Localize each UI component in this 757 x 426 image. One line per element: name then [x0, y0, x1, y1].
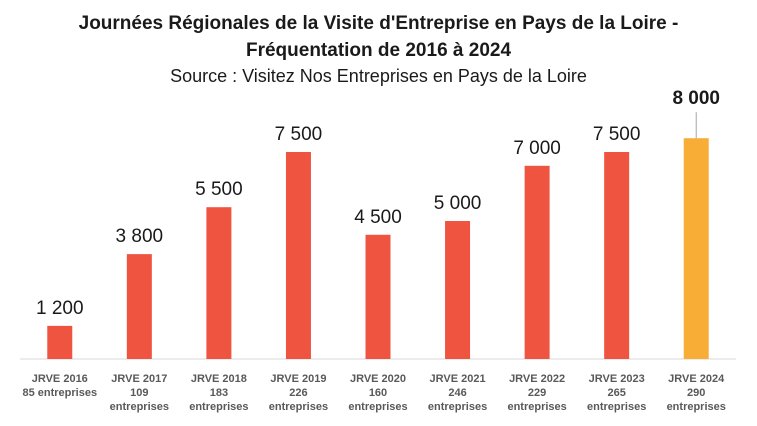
x-tick-label-0-0: JRVE 2016	[32, 373, 88, 385]
data-label-1: 3 800	[116, 226, 164, 247]
bar-3	[285, 152, 311, 359]
x-tick-label-1-0: JRVE 2017	[111, 373, 167, 385]
x-tick-label-8-2: entreprises	[667, 401, 726, 413]
x-tick-label-7-0: JRVE 2023	[589, 373, 645, 385]
x-tick-label-4-2: entreprises	[348, 401, 407, 413]
data-label-0: 1 200	[36, 298, 84, 319]
bar-2	[206, 207, 232, 359]
x-tick-label-1-1: 109	[130, 387, 148, 399]
x-tick-label-2-0: JRVE 2018	[191, 373, 247, 385]
bar-0	[47, 325, 73, 359]
data-label-5: 5 000	[434, 193, 482, 214]
x-tick-label-2-1: 183	[210, 387, 228, 399]
bar-1	[126, 254, 152, 359]
data-label-4: 4 500	[354, 207, 402, 228]
x-tick-label-7-2: entreprises	[587, 401, 646, 413]
x-tick-label-5-2: entreprises	[428, 401, 487, 413]
data-label-6: 7 000	[513, 138, 561, 159]
bar-4	[365, 234, 391, 359]
bar-8	[683, 138, 709, 359]
x-tick-label-4-0: JRVE 2020	[350, 373, 406, 385]
x-tick-label-1-2: entreprises	[110, 401, 169, 413]
x-tick-label-7-1: 265	[607, 387, 625, 399]
chart-title: Journées Régionales de la Visite d'Entre…	[78, 13, 679, 61]
x-tick-label-8-1: 290	[687, 387, 705, 399]
x-tick-label-8-0: JRVE 2024	[668, 373, 725, 385]
x-tick-label-6-1: 229	[528, 387, 546, 399]
x-tick-label-0-1: 85 entreprises	[22, 387, 97, 399]
chart-subtitle: Source : Visitez Nos Entreprises en Pays…	[170, 66, 587, 86]
x-tick-label-5-0: JRVE 2021	[430, 373, 486, 385]
data-label-8: 8 000	[672, 88, 720, 109]
bar-6	[524, 165, 550, 359]
bar-5	[445, 221, 471, 359]
bar-7	[604, 152, 630, 359]
x-tick-label-6-0: JRVE 2022	[509, 373, 565, 385]
x-tick-label-2-2: entreprises	[189, 401, 248, 413]
x-tick-label-3-0: JRVE 2019	[270, 373, 326, 385]
x-tick-label-4-1: 160	[369, 387, 387, 399]
x-tick-label-3-2: entreprises	[269, 401, 328, 413]
x-tick-label-5-1: 246	[448, 387, 466, 399]
data-label-3: 7 500	[275, 124, 323, 145]
data-label-7: 7 500	[593, 124, 641, 145]
chart-header: Journées Régionales de la Visite d'Entre…	[0, 10, 757, 87]
x-tick-label-3-1: 226	[289, 387, 307, 399]
x-tick-label-6-2: entreprises	[507, 401, 566, 413]
data-label-2: 5 500	[195, 179, 243, 200]
